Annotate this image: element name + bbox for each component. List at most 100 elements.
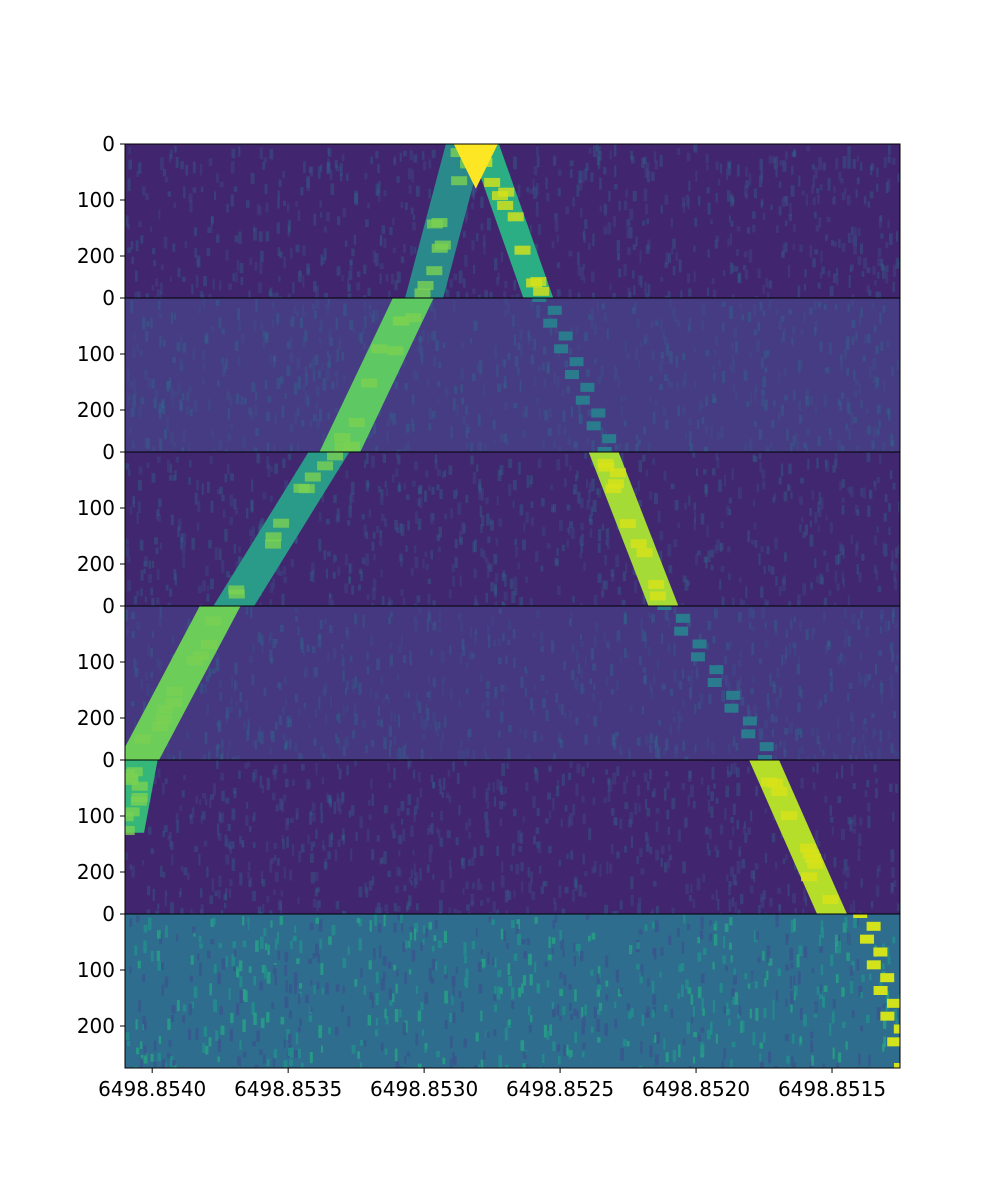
y-tick-label: 0 [102,132,115,156]
panel-3 [125,606,900,760]
track-block [887,1037,900,1047]
track-highlight [526,278,543,288]
track-highlight [605,484,622,494]
track-highlight [648,579,665,589]
y-tick-label: 0 [102,748,115,772]
y-tick-label: 100 [77,496,115,520]
track-highlight [157,704,174,714]
heatmap-panels: 0 100 200 0 100 200 0 100 200 0 100 200 0 100 200 0 100 2… [77,132,915,1069]
track-highlight [334,442,351,452]
track-block [690,652,705,662]
track-highlight [265,532,282,542]
track-highlight [126,767,143,777]
track-0-segment-0 [319,298,434,452]
panel-2 [125,452,900,606]
track-highlight [125,812,134,822]
track-highlight [514,245,531,255]
track-highlight [781,811,798,821]
track-block [893,1024,900,1034]
track-highlight [426,266,443,276]
track-highlight [152,722,169,732]
track-highlight [800,843,817,853]
track-highlight [186,656,203,666]
track-block [880,1011,895,1021]
track-block [532,298,547,302]
track-block [894,1063,900,1068]
track-highlight [134,734,151,744]
noise-texture [125,760,900,914]
track-highlight [361,378,378,388]
track-highlight [619,519,636,529]
track-block [707,678,722,687]
track-highlight [371,344,388,354]
panel-background [125,606,900,760]
track-highlight [451,176,468,186]
track-block [873,986,888,995]
panel-background [125,298,900,452]
track-block [569,357,584,367]
track-highlight [609,468,626,478]
x-tick-label: 6498.8515 [778,1077,886,1101]
track-highlight [533,286,550,296]
track-highlight [387,346,404,356]
track-highlight [607,479,624,489]
track-block [880,973,895,983]
y-tick-label: 0 [102,286,115,310]
track-block [741,729,756,739]
y-tick-label: 200 [77,1014,115,1038]
track-highlight [630,539,647,549]
track-highlight [801,872,818,882]
panel-5 [125,914,915,1068]
track-highlight [131,781,148,791]
noise-texture [125,606,900,760]
y-tick-label: 100 [77,958,115,982]
track-block [758,755,773,760]
y-tick-label: 100 [77,342,115,366]
track-block [591,408,606,418]
track-block [586,421,601,431]
track-highlight [125,773,139,783]
track-block [547,305,562,315]
track-highlight [414,288,431,298]
peak-marker [453,144,498,189]
track-highlight [228,589,245,599]
track-block [901,1050,915,1059]
track-block [726,690,741,700]
track-highlight [497,200,514,210]
track-highlight [130,796,147,806]
track-highlight [636,548,653,558]
track-highlight [598,462,615,472]
panel-0 [125,144,900,298]
track-highlight [166,686,183,696]
track-block [564,370,579,379]
track-block [866,960,881,970]
track-block [543,318,558,328]
y-tick-label: 0 [102,594,115,618]
track-block [597,447,612,452]
track-highlight [304,472,321,482]
track-block [853,914,868,918]
track-highlight [404,313,421,323]
x-tick-label: 6498.8530 [370,1077,478,1101]
track-highlight [822,895,839,905]
x-tick-label: 6498.8540 [98,1077,206,1101]
track-highlight [431,243,448,253]
track-block [602,434,617,444]
track-highlight [807,859,824,869]
track-highlight [348,417,365,427]
y-tick-label: 200 [77,860,115,884]
track-block [873,947,888,957]
noise-texture [125,144,900,298]
track-highlight [293,483,310,493]
x-tick-label: 6498.8520 [642,1077,750,1101]
track-highlight [802,849,819,859]
x-tick-label: 6498.8525 [506,1077,614,1101]
panel-frame [124,913,901,1069]
track-highlight [155,714,172,724]
panel-1 [125,298,900,452]
track-highlight [767,778,784,788]
noise-texture [127,298,900,452]
track-1-segment-0 [749,760,847,914]
track-highlight [205,616,222,626]
